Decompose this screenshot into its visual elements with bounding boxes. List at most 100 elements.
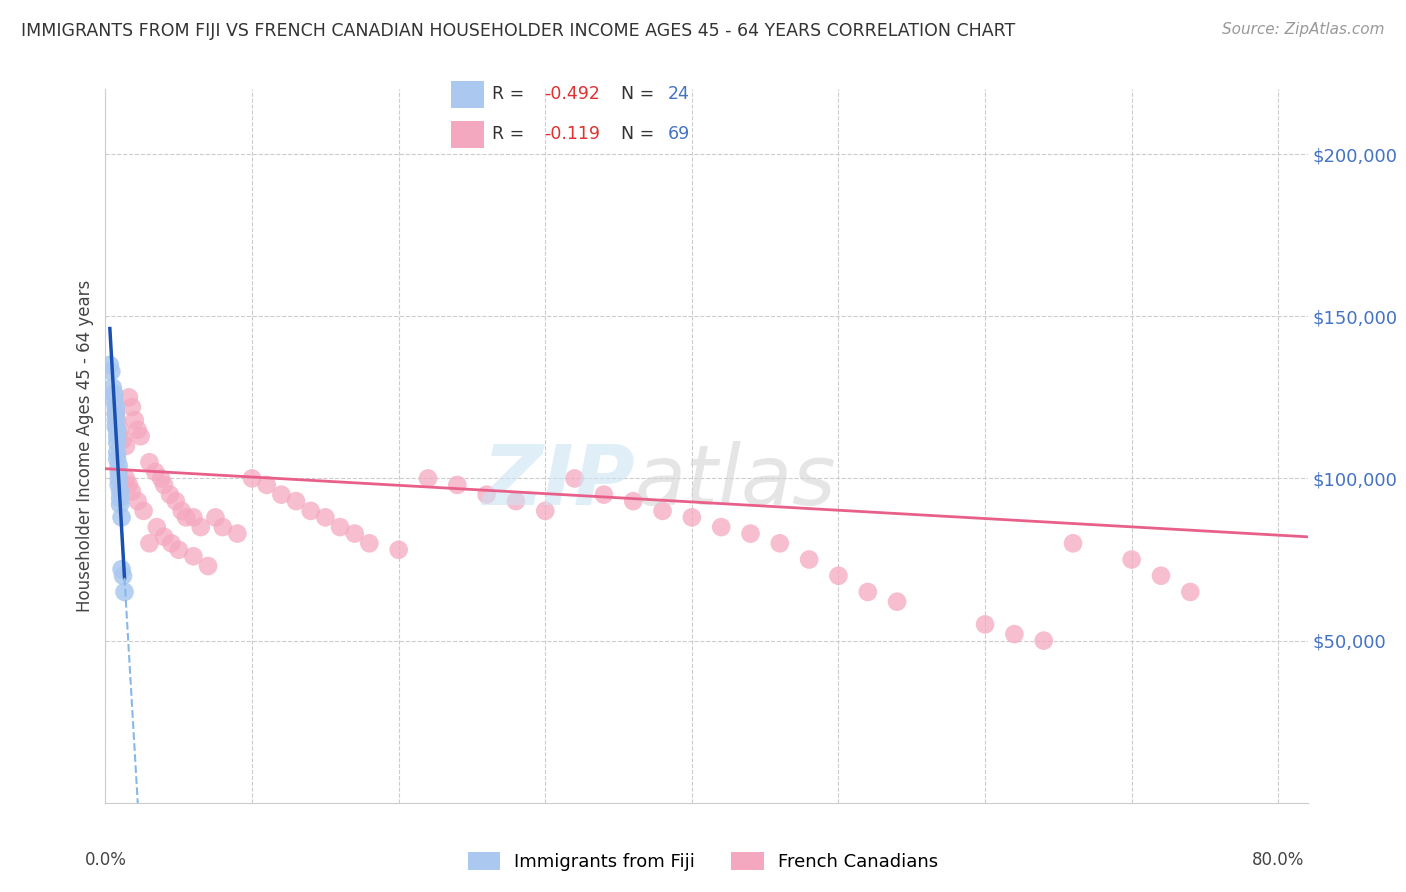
Point bbox=[101, 381, 124, 395]
Point bbox=[121, 484, 143, 499]
Point bbox=[197, 559, 219, 574]
Point bbox=[115, 439, 138, 453]
Point bbox=[112, 568, 135, 582]
Point bbox=[974, 617, 997, 632]
Point bbox=[170, 504, 193, 518]
Point bbox=[886, 595, 908, 609]
Point bbox=[108, 491, 131, 505]
Point bbox=[226, 526, 249, 541]
Text: N =: N = bbox=[621, 86, 659, 103]
Bar bbox=[451, 80, 484, 108]
Point bbox=[299, 504, 322, 518]
Legend: Immigrants from Fiji, French Canadians: Immigrants from Fiji, French Canadians bbox=[460, 845, 946, 879]
Point bbox=[359, 536, 381, 550]
Point bbox=[107, 458, 129, 473]
Point bbox=[129, 429, 152, 443]
Point bbox=[174, 510, 197, 524]
Point bbox=[416, 471, 439, 485]
Point bbox=[1002, 627, 1025, 641]
Point bbox=[138, 536, 160, 550]
Point bbox=[285, 494, 308, 508]
Text: -0.119: -0.119 bbox=[544, 125, 600, 143]
Text: -0.492: -0.492 bbox=[544, 86, 600, 103]
Point bbox=[183, 510, 205, 524]
Point bbox=[1121, 552, 1143, 566]
Point bbox=[1062, 536, 1084, 550]
Text: 0.0%: 0.0% bbox=[84, 852, 127, 870]
Point bbox=[329, 520, 352, 534]
Point bbox=[132, 504, 155, 518]
Text: atlas: atlas bbox=[634, 442, 837, 522]
Point bbox=[256, 478, 278, 492]
Point bbox=[114, 585, 136, 599]
Point bbox=[651, 504, 673, 518]
Point bbox=[104, 419, 127, 434]
Text: R =: R = bbox=[492, 86, 530, 103]
Point bbox=[534, 504, 557, 518]
Point bbox=[143, 465, 166, 479]
Point bbox=[446, 478, 468, 492]
Point bbox=[681, 510, 703, 524]
Point bbox=[856, 585, 879, 599]
Point bbox=[115, 471, 138, 485]
Text: 69: 69 bbox=[668, 125, 690, 143]
Point bbox=[108, 497, 131, 511]
Text: Source: ZipAtlas.com: Source: ZipAtlas.com bbox=[1222, 22, 1385, 37]
Point bbox=[104, 400, 127, 414]
Point bbox=[108, 423, 131, 437]
Point bbox=[118, 478, 141, 492]
Point bbox=[100, 364, 122, 378]
Point bbox=[165, 494, 187, 508]
Point bbox=[110, 562, 132, 576]
Text: R =: R = bbox=[492, 125, 536, 143]
Point bbox=[343, 526, 366, 541]
Point bbox=[740, 526, 762, 541]
Point bbox=[118, 390, 141, 404]
Point bbox=[160, 536, 183, 550]
Text: N =: N = bbox=[621, 125, 659, 143]
Point bbox=[105, 429, 128, 443]
Point bbox=[270, 488, 292, 502]
Point bbox=[107, 478, 129, 492]
Point bbox=[105, 423, 128, 437]
Point bbox=[105, 413, 128, 427]
Point bbox=[127, 423, 149, 437]
Point bbox=[211, 520, 233, 534]
Point bbox=[564, 471, 586, 485]
Point bbox=[107, 471, 129, 485]
Point bbox=[105, 452, 128, 467]
Point bbox=[127, 494, 149, 508]
Point bbox=[150, 471, 173, 485]
Point bbox=[105, 445, 128, 459]
Text: 80.0%: 80.0% bbox=[1253, 852, 1305, 870]
Point bbox=[797, 552, 820, 566]
Point bbox=[1032, 633, 1054, 648]
Point bbox=[314, 510, 336, 524]
Point bbox=[153, 530, 176, 544]
Text: 24: 24 bbox=[668, 86, 689, 103]
Point bbox=[505, 494, 527, 508]
Point bbox=[124, 413, 146, 427]
Point bbox=[388, 542, 411, 557]
Point bbox=[121, 400, 143, 414]
Point bbox=[710, 520, 733, 534]
Point bbox=[107, 465, 129, 479]
Point bbox=[159, 488, 181, 502]
Point bbox=[110, 510, 132, 524]
Point bbox=[98, 358, 121, 372]
Point bbox=[105, 435, 128, 450]
Point bbox=[138, 455, 160, 469]
Text: IMMIGRANTS FROM FIJI VS FRENCH CANADIAN HOUSEHOLDER INCOME AGES 45 - 64 YEARS CO: IMMIGRANTS FROM FIJI VS FRENCH CANADIAN … bbox=[21, 22, 1015, 40]
Point bbox=[204, 510, 226, 524]
Bar bbox=[451, 120, 484, 147]
Point bbox=[112, 433, 135, 447]
Point bbox=[827, 568, 849, 582]
Y-axis label: Householder Income Ages 45 - 64 years: Householder Income Ages 45 - 64 years bbox=[76, 280, 94, 612]
Point bbox=[103, 387, 125, 401]
Point bbox=[769, 536, 792, 550]
Point bbox=[240, 471, 263, 485]
Point bbox=[145, 520, 167, 534]
Point bbox=[104, 413, 127, 427]
Point bbox=[190, 520, 212, 534]
Text: ZIP: ZIP bbox=[482, 442, 634, 522]
